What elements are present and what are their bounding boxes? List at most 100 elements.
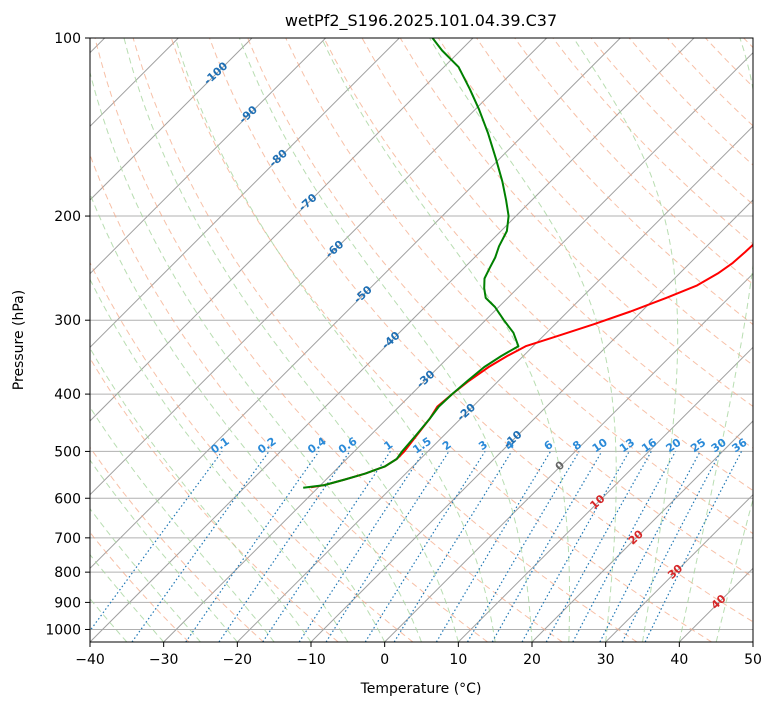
y-tick-label: 300 [54, 313, 81, 329]
isotherm-line [163, 51, 753, 642]
x-tick-label: 50 [744, 652, 762, 668]
chart-title: wetPf2_S196.2025.101.04.39.C37 [285, 11, 557, 31]
dry-adiabat [170, 38, 712, 642]
x-tick-label: 30 [597, 652, 615, 668]
moist-adiabat [123, 38, 459, 642]
mixing-ratio-label: 36 [729, 436, 749, 456]
line-labels: 0.1 0.2 0.4 0.6 1 1.5 2 3 4 6 8 10 13 16 20 25 30 36-100-… [201, 59, 750, 612]
mixing-ratio-line [262, 451, 391, 642]
moist-adiabat [174, 38, 496, 642]
mixing-ratio-label: 10 [590, 436, 610, 456]
y-tick-label: 600 [54, 491, 81, 507]
moist-adiabat [90, 507, 201, 642]
dry-adiabat [90, 153, 488, 642]
mixing-ratio-line [298, 451, 425, 642]
dry-adiabat [90, 446, 264, 642]
mixing-ratio-line [572, 451, 677, 642]
mixing-ratio-line [466, 451, 580, 642]
dry-adiabat [667, 38, 753, 127]
mixing-ratio-line [644, 451, 743, 642]
isotherm-line [605, 493, 753, 642]
mixing-ratio-line [435, 451, 552, 642]
isotherm-line [90, 38, 253, 201]
dry-adiabat [247, 38, 753, 578]
isotherm-line [90, 38, 548, 496]
mixing-ratio-label: 25 [688, 436, 708, 455]
mixing-ratio-line [131, 451, 270, 642]
x-tick-label: 0 [380, 652, 389, 668]
y-tick-label: 400 [54, 387, 81, 403]
y-tick-label: 1000 [45, 622, 81, 638]
dry-adiabat [132, 38, 638, 642]
moist-adiabat [90, 406, 275, 642]
x-tick-label: 20 [523, 652, 541, 668]
y-tick-label: 200 [54, 209, 81, 225]
isotherm-line [90, 38, 327, 275]
x-axis-label: Temperature (°C) [360, 681, 482, 697]
moist-adiabat [90, 553, 165, 642]
moist-adiabat [90, 347, 312, 642]
moist-adiabat [678, 38, 753, 642]
x-tick-label: 40 [670, 652, 688, 668]
isotherm-line [678, 567, 753, 642]
x-tick-label: −20 [223, 652, 253, 668]
moist-adiabat [238, 38, 533, 642]
data-series [303, 38, 753, 489]
y-tick-label: 500 [54, 444, 81, 460]
reference-lines [90, 38, 753, 642]
moist-adiabat [429, 38, 617, 642]
x-axis-ticks: −40 −30 −20 −10 0 10 20 30 40 50 [75, 642, 762, 668]
mixing-ratio-line [364, 451, 486, 642]
dry-adiabat [90, 357, 339, 642]
mixing-ratio-label: 8 [570, 438, 584, 453]
x-tick-label: −30 [149, 652, 179, 668]
dry-adiabat [628, 38, 753, 166]
dry-adiabat [90, 531, 190, 642]
moist-adiabat [90, 459, 238, 642]
dry-adiabat [514, 38, 753, 285]
dry-adiabat [590, 38, 753, 206]
mixing-ratio-label: 1 [382, 438, 396, 453]
mixing-ratio-line [599, 451, 701, 642]
mixing-ratio-label: 0.1 [208, 435, 231, 457]
dry-adiabat [90, 261, 414, 642]
moist-adiabat [321, 38, 571, 642]
y-tick-label: 800 [54, 565, 81, 581]
x-tick-label: −40 [75, 652, 105, 668]
mixing-ratio-line [185, 451, 320, 642]
mixing-ratio-label: 20 [664, 436, 684, 456]
mixing-ratio-label: 16 [639, 436, 659, 456]
y-axis-ticks: 1000 900 800 700 600 500 400 300 200 100 [45, 31, 90, 638]
y-tick-label: 700 [54, 531, 81, 547]
dry-adiabat [399, 38, 753, 408]
moist-adiabat [573, 38, 679, 642]
isotherm-line [236, 125, 753, 642]
moist-adiabat [90, 278, 349, 642]
dry-adiabat [743, 38, 753, 49]
x-tick-label: 10 [449, 652, 467, 668]
isotherm-line [384, 272, 753, 642]
mixing-ratio-label: 3 [476, 438, 490, 453]
mixing-ratio-line [218, 451, 351, 642]
mixing-ratio-label: 0.4 [305, 434, 329, 456]
dry-adiabat [361, 38, 753, 449]
mixing-ratio-line [545, 451, 652, 642]
isotherm-line [752, 641, 753, 642]
dry-adiabat [323, 38, 753, 492]
mixing-ratio-line [393, 451, 513, 642]
isotherm-line [90, 38, 621, 570]
moist-adiabat [715, 497, 753, 642]
isotherm-line [457, 346, 753, 642]
y-tick-label: 100 [54, 31, 81, 47]
isotherm-line [90, 38, 400, 349]
mixing-ratio-label: 30 [709, 436, 729, 456]
mixing-ratio-label: 0.6 [336, 434, 360, 456]
mixing-ratio-line [621, 451, 722, 642]
dry-adiabat [209, 38, 753, 623]
y-tick-label: 900 [54, 595, 81, 611]
isotherm-line [90, 38, 474, 422]
dry-adiabat [437, 38, 753, 366]
moist-adiabat [90, 70, 422, 642]
x-tick-label: −10 [296, 652, 326, 668]
